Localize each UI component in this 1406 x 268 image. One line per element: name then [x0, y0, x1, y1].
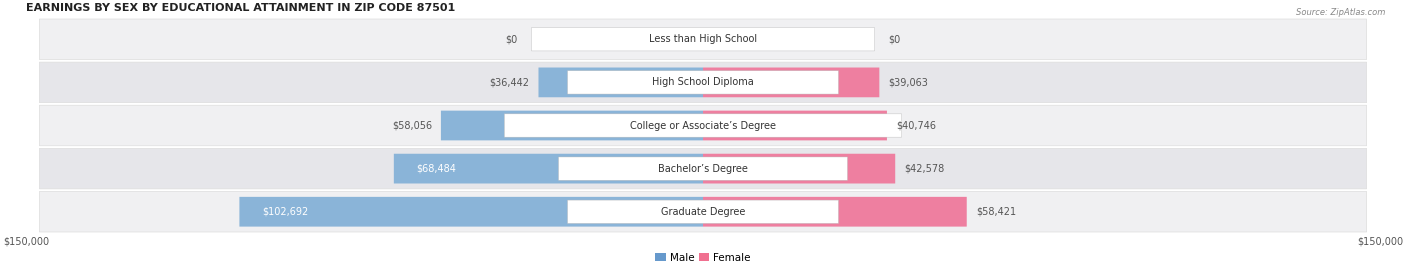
Text: $40,746: $40,746 [896, 121, 936, 131]
FancyBboxPatch shape [39, 191, 1367, 232]
FancyBboxPatch shape [568, 200, 838, 224]
Text: Bachelor’s Degree: Bachelor’s Degree [658, 164, 748, 174]
Legend: Male, Female: Male, Female [651, 248, 755, 267]
Text: $68,484: $68,484 [416, 164, 457, 174]
FancyBboxPatch shape [531, 28, 875, 51]
Text: $0: $0 [889, 34, 900, 44]
Text: $58,056: $58,056 [392, 121, 432, 131]
FancyBboxPatch shape [703, 154, 896, 184]
FancyBboxPatch shape [394, 154, 703, 184]
FancyBboxPatch shape [703, 68, 879, 97]
FancyBboxPatch shape [39, 105, 1367, 146]
Text: $39,063: $39,063 [889, 77, 928, 87]
FancyBboxPatch shape [39, 148, 1367, 189]
FancyBboxPatch shape [239, 197, 703, 227]
FancyBboxPatch shape [39, 62, 1367, 103]
Text: $36,442: $36,442 [489, 77, 530, 87]
Text: High School Diploma: High School Diploma [652, 77, 754, 87]
FancyBboxPatch shape [703, 197, 967, 227]
FancyBboxPatch shape [538, 68, 703, 97]
FancyBboxPatch shape [39, 19, 1367, 59]
FancyBboxPatch shape [441, 111, 703, 140]
Text: $42,578: $42,578 [904, 164, 945, 174]
FancyBboxPatch shape [703, 111, 887, 140]
Text: $102,692: $102,692 [262, 207, 308, 217]
FancyBboxPatch shape [558, 157, 848, 180]
Text: Less than High School: Less than High School [650, 34, 756, 44]
Text: EARNINGS BY SEX BY EDUCATIONAL ATTAINMENT IN ZIP CODE 87501: EARNINGS BY SEX BY EDUCATIONAL ATTAINMEN… [25, 3, 456, 13]
Text: $58,421: $58,421 [976, 207, 1017, 217]
FancyBboxPatch shape [505, 114, 901, 137]
Text: Source: ZipAtlas.com: Source: ZipAtlas.com [1295, 8, 1385, 17]
Text: $0: $0 [506, 34, 517, 44]
FancyBboxPatch shape [568, 71, 838, 94]
Text: College or Associate’s Degree: College or Associate’s Degree [630, 121, 776, 131]
Text: Graduate Degree: Graduate Degree [661, 207, 745, 217]
